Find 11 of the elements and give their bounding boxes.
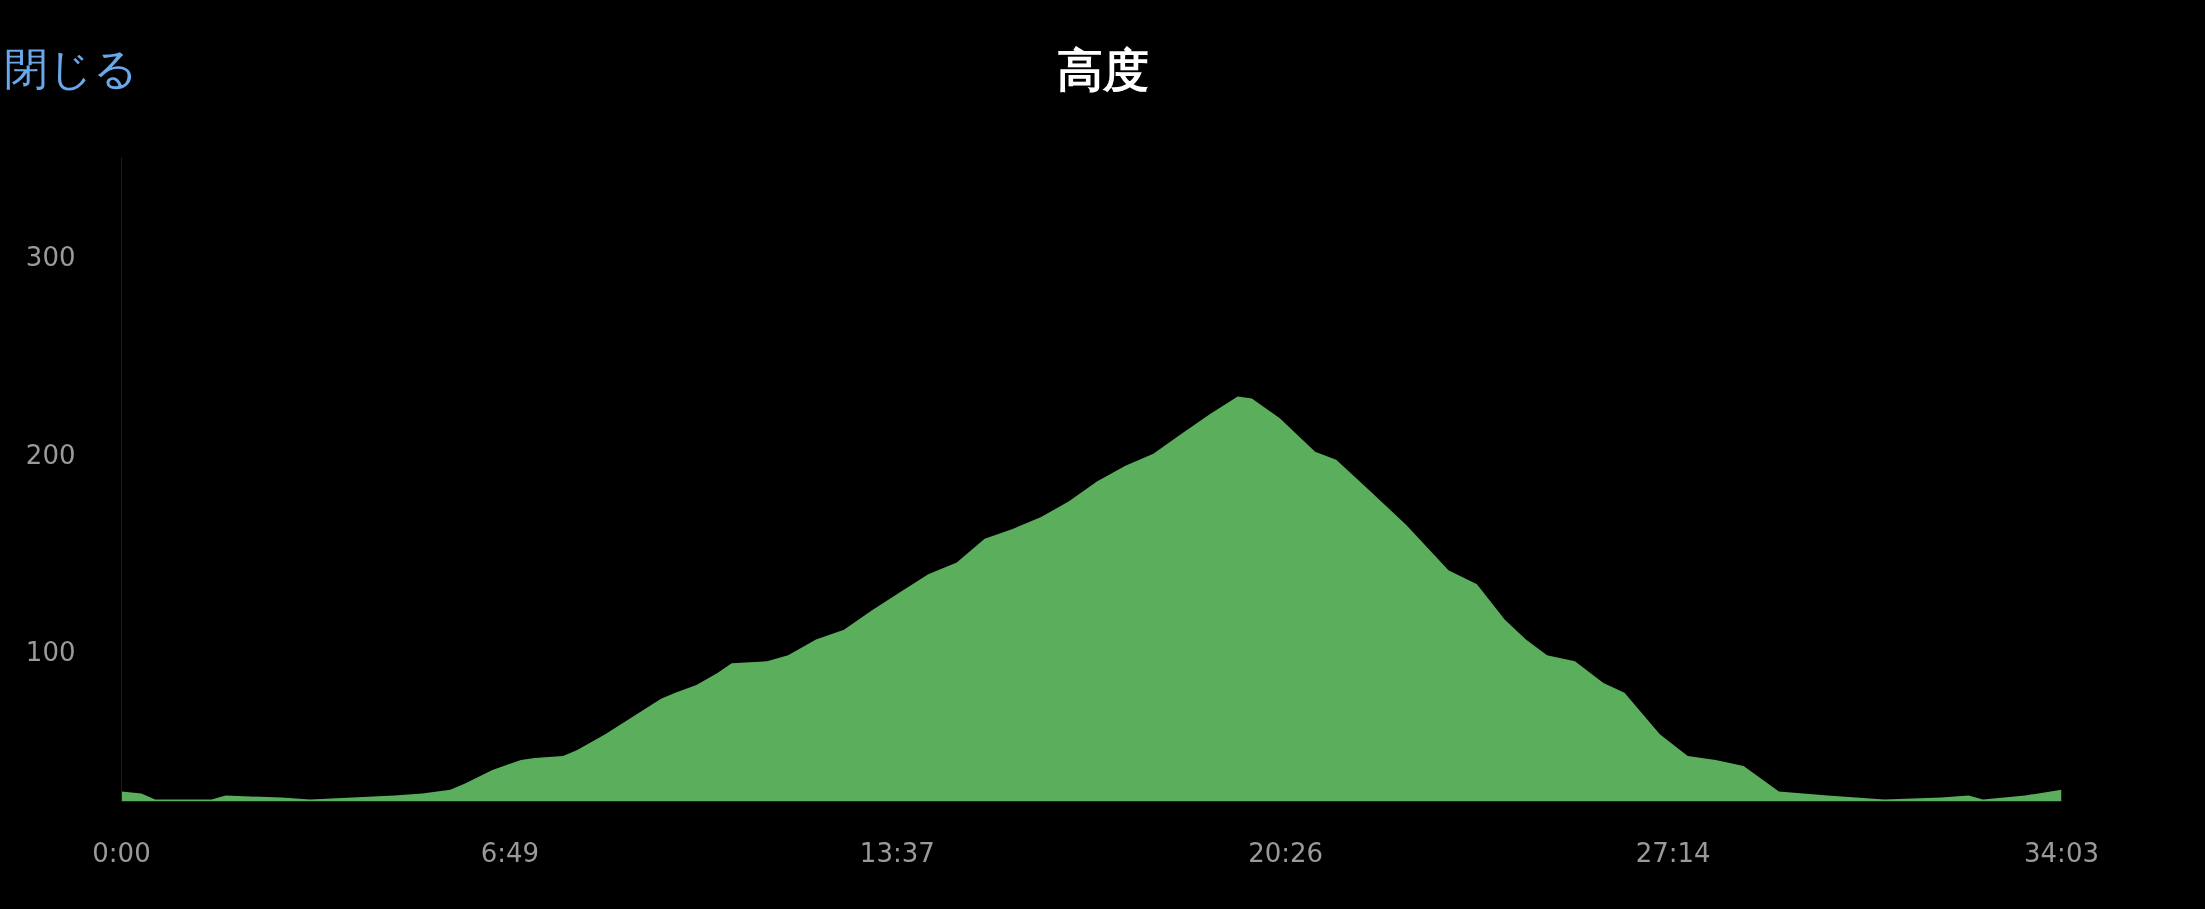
x-tick-label: 20:26 bbox=[1248, 837, 1324, 868]
x-tick-label: 6:49 bbox=[480, 837, 540, 868]
y-tick-label: 100 bbox=[25, 637, 76, 668]
x-tick-label: 34:03 bbox=[2024, 837, 2099, 868]
chart-title: 高度 bbox=[1056, 43, 1149, 97]
y-tick-label: 300 bbox=[25, 242, 76, 273]
y-tick-label: 200 bbox=[25, 439, 76, 470]
x-tick-label: 0:00 bbox=[92, 837, 151, 868]
x-tick-label: 27:14 bbox=[1635, 837, 1711, 868]
x-tick-label: 13:37 bbox=[859, 837, 935, 868]
text: 閉じる bbox=[4, 42, 138, 96]
